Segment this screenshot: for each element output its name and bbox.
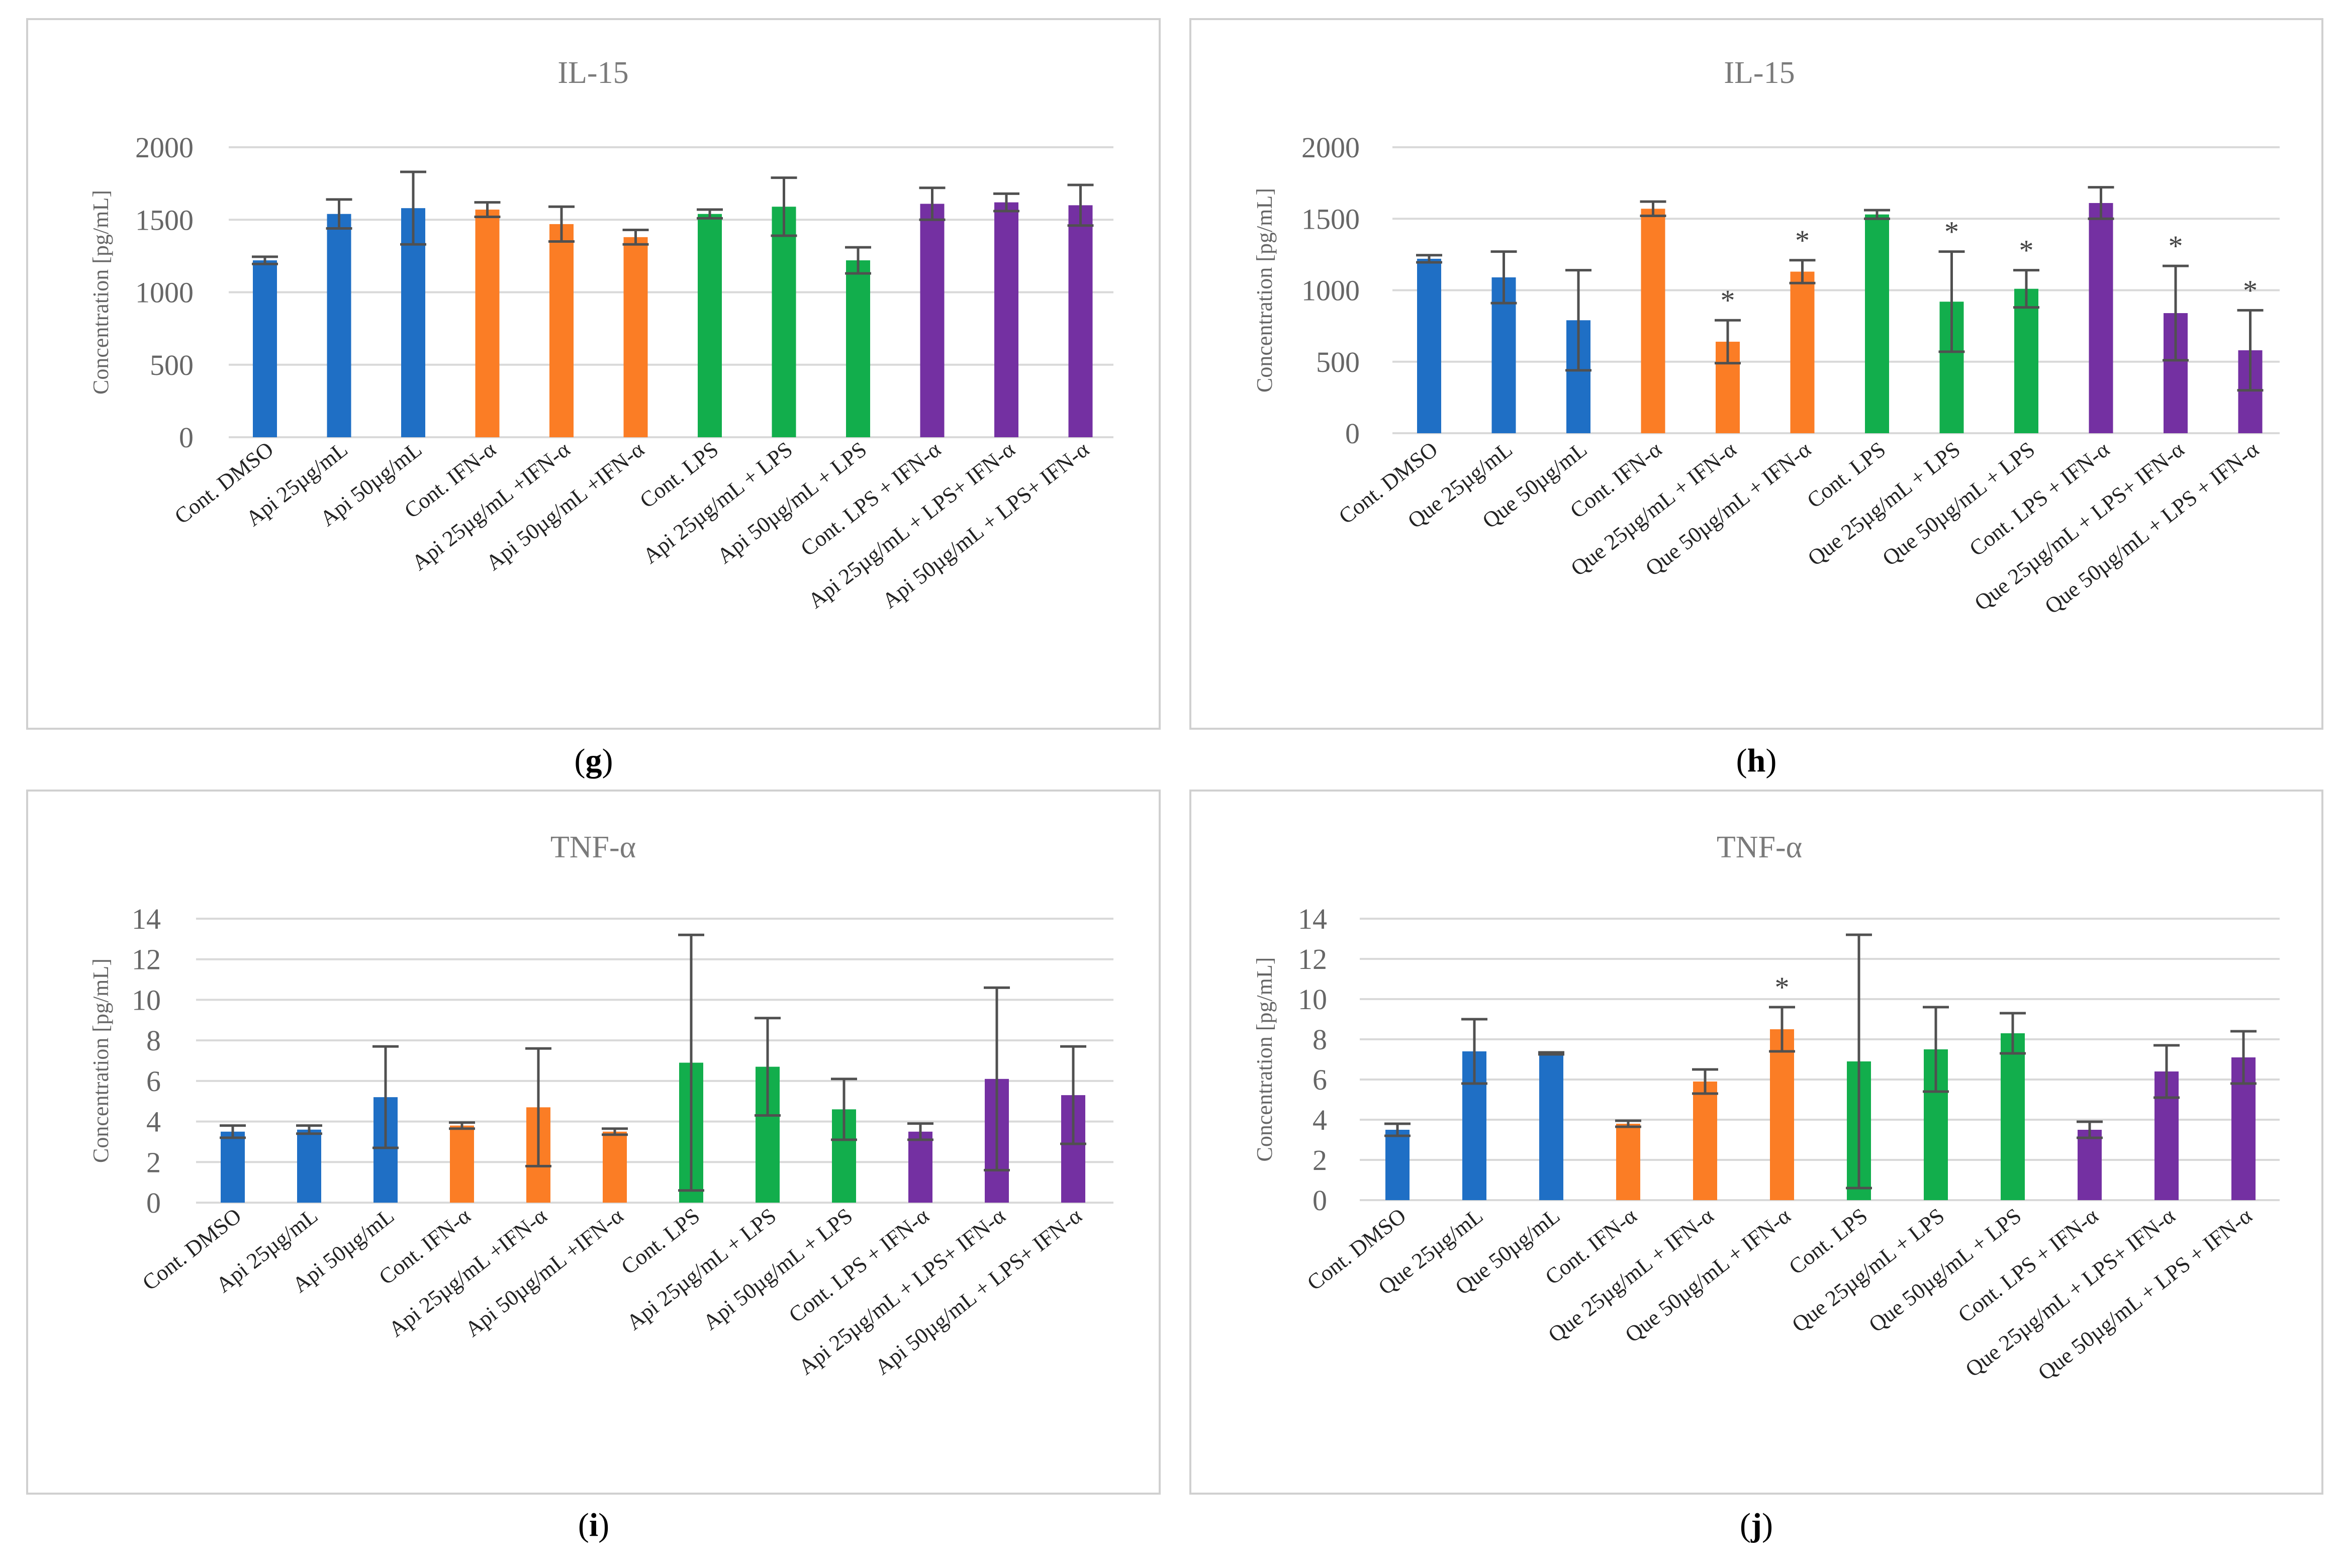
y-tick-label: 0	[1345, 417, 1360, 450]
chart-title: IL-15	[557, 56, 628, 90]
y-tick-label: 8	[146, 1024, 161, 1057]
significance-marker: *	[2243, 274, 2258, 307]
y-tick-label: 2000	[135, 131, 194, 164]
bar	[698, 214, 722, 437]
bar	[2001, 1033, 2025, 1200]
panel-letter-i: i	[589, 1507, 599, 1543]
panel-i-frame	[26, 790, 1161, 1495]
chart-title: TNF-α	[1717, 830, 1802, 864]
panel-label-h: (h)	[1736, 742, 1777, 779]
y-tick-label: 2	[1313, 1144, 1327, 1177]
y-tick-label: 12	[132, 943, 161, 976]
bar	[475, 210, 500, 437]
bar	[1385, 1130, 1410, 1200]
panel-label-i: (i)	[578, 1507, 610, 1543]
panel-label-j: (j)	[1740, 1507, 1773, 1543]
y-tick-label: 500	[150, 349, 194, 381]
bar	[1865, 214, 1889, 433]
significance-marker: *	[1944, 216, 1959, 248]
significance-marker: *	[1795, 224, 1810, 257]
y-tick-label: 10	[1298, 983, 1327, 1016]
bar	[772, 207, 796, 437]
chart-title: TNF-α	[550, 830, 636, 864]
y-axis-label: Concentration [pg/mL]	[88, 958, 113, 1163]
bar	[1693, 1082, 1717, 1200]
chart-g: IL-15 Concentration [pg/mL] 0 500 1000 1500 20…	[88, 56, 1113, 613]
y-tick-label: 1500	[135, 204, 194, 236]
bar	[549, 224, 574, 437]
y-tick-label: 4	[146, 1106, 161, 1138]
bar	[1770, 1029, 1794, 1200]
y-tick-label: 0	[146, 1187, 161, 1219]
y-tick-label: 6	[146, 1065, 161, 1098]
panel-letter-h: h	[1747, 742, 1766, 779]
y-tick-label: 4	[1313, 1104, 1327, 1136]
bar	[908, 1131, 932, 1203]
y-axis-label: Concentration [pg/mL]	[1252, 957, 1277, 1162]
bar	[297, 1129, 321, 1203]
panel-letter-j: j	[1751, 1507, 1762, 1543]
bar	[2089, 203, 2113, 433]
bar	[1790, 271, 1815, 433]
y-tick-label: 8	[1313, 1023, 1327, 1056]
bar	[603, 1131, 627, 1203]
y-tick-label: 1500	[1301, 203, 1360, 235]
y-axis-label: Concentration [pg/mL]	[1252, 188, 1277, 393]
panel-label-g: (g)	[574, 742, 613, 779]
bar	[450, 1125, 474, 1203]
y-tick-label: 500	[1316, 346, 1360, 378]
chart-title: IL-15	[1724, 56, 1795, 90]
bar	[401, 208, 425, 437]
panel-j-frame	[1189, 790, 2323, 1495]
bar	[1641, 209, 1665, 433]
y-tick-label: 2000	[1301, 131, 1360, 164]
y-tick-label: 14	[1298, 903, 1327, 935]
panel-g-frame	[26, 18, 1161, 730]
bar	[1068, 205, 1093, 437]
significance-marker: *	[2169, 230, 2183, 262]
chart-h: IL-15 Concentration [pg/mL] 0 500 1000 1500 20…	[1252, 56, 2280, 619]
category-label: Cont. LPS + IFN-α	[1953, 1203, 2103, 1327]
bar	[846, 260, 870, 437]
panel-letter-g: g	[585, 742, 602, 779]
y-tick-label: 12	[1298, 943, 1327, 975]
y-tick-label: 1000	[1301, 274, 1360, 307]
y-tick-label: 6	[1313, 1063, 1327, 1096]
panel-h-frame	[1189, 18, 2323, 730]
bar	[327, 214, 351, 437]
bar	[2014, 288, 2038, 433]
bar	[1616, 1124, 1640, 1200]
y-tick-label: 10	[132, 984, 161, 1016]
bar	[253, 260, 277, 437]
significance-marker: *	[1775, 971, 1790, 1004]
y-tick-label: 14	[132, 903, 161, 935]
chart-j: TNF-α Concentration [pg/mL] 0 2 4 6 8 10 12 14 Con…	[1252, 830, 2280, 1385]
y-tick-label: 0	[1313, 1184, 1327, 1217]
y-tick-label: 1000	[135, 276, 194, 309]
y-axis-label: Concentration [pg/mL]	[88, 190, 113, 395]
y-tick-label: 2	[146, 1146, 161, 1179]
y-tick-label: 0	[179, 421, 194, 454]
bar	[221, 1131, 245, 1203]
bar	[1417, 258, 1441, 433]
bar	[920, 204, 945, 437]
significance-marker: *	[2019, 234, 2034, 267]
bar	[2078, 1130, 2102, 1200]
significance-marker: *	[1721, 284, 1735, 317]
bar	[994, 202, 1018, 437]
bar	[623, 237, 648, 437]
bar	[1539, 1053, 1563, 1200]
